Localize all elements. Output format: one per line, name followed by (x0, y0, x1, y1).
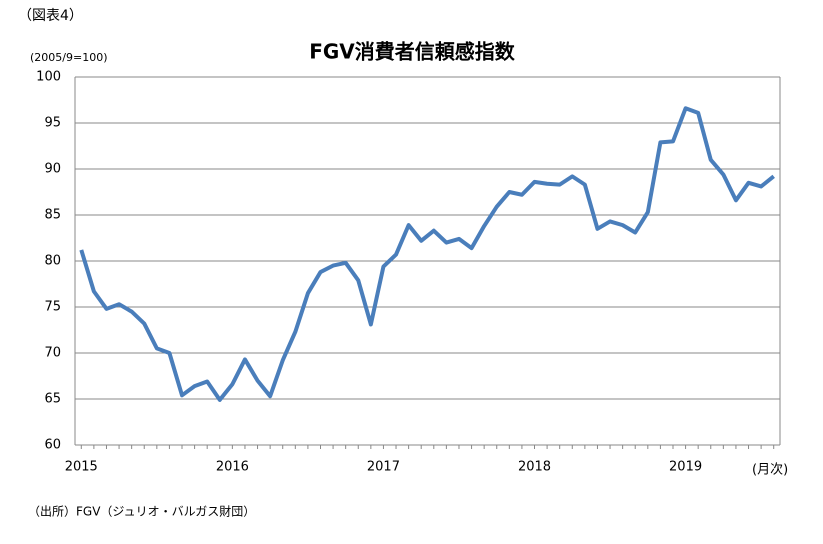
y-tick-label: 70 (44, 346, 61, 361)
x-tick-label: 2015 (65, 460, 98, 475)
figure-label: （図表4） (18, 8, 83, 24)
y-tick-label: 80 (44, 254, 61, 269)
x-tick-label: 2018 (518, 460, 551, 475)
source-note: （出所）FGV（ジュリオ・バルガス財団） (28, 504, 255, 519)
x-axis-label: (月次) (752, 462, 788, 478)
y-tick-label: 75 (44, 300, 61, 315)
x-tick-label: 2019 (669, 460, 702, 475)
y-tick-label: 90 (44, 162, 61, 177)
y-tick-label: 65 (44, 392, 61, 407)
y-tick-label: 60 (44, 438, 61, 453)
x-tick-label: 2017 (367, 460, 400, 475)
y-axis-label: (2005/9=100) (30, 51, 108, 64)
y-tick-label: 85 (44, 208, 61, 223)
y-tick-label: 95 (44, 116, 61, 131)
x-tick-label: 2016 (216, 460, 249, 475)
chart-title: FGV消費者信頼感指数 (309, 40, 516, 64)
data-line (79, 106, 775, 402)
y-tick-label: 100 (36, 70, 61, 85)
